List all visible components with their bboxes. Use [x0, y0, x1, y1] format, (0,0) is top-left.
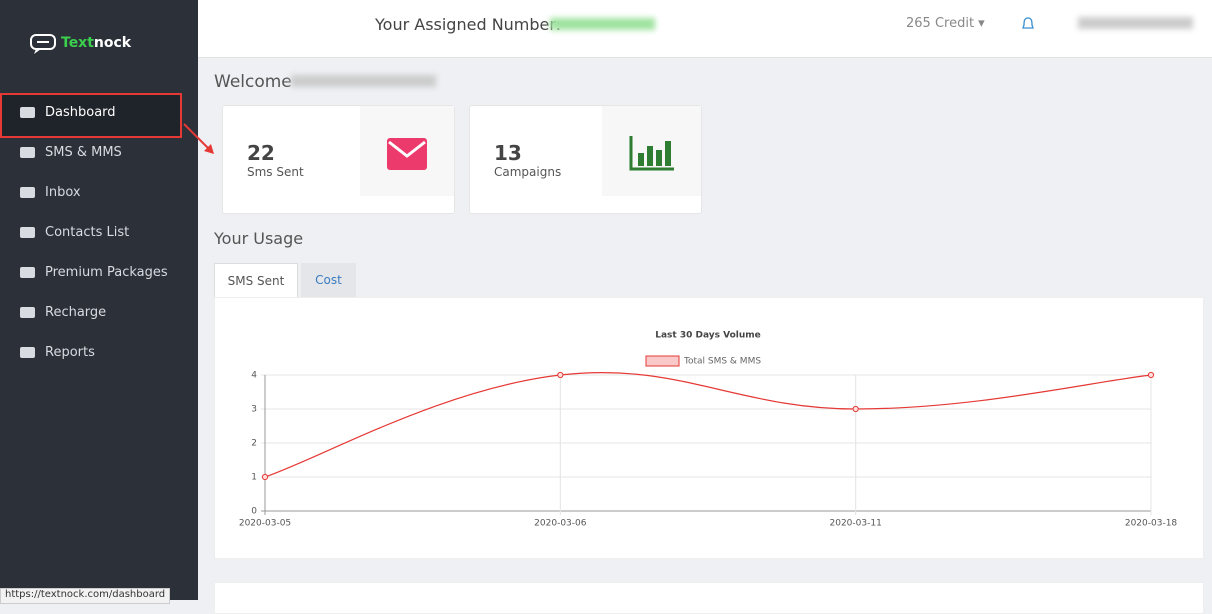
menu-item[interactable]: Reports — [45, 345, 95, 360]
line — [264, 371, 1152, 478]
stat-label: Sms Sent — [247, 165, 304, 179]
menu-icon — [20, 227, 35, 238]
mail-icon — [387, 138, 427, 170]
menu-icon — [20, 307, 35, 318]
chart-title: Last 30 Days Volume — [655, 331, 761, 341]
menu-icon — [20, 187, 35, 198]
bell-icon[interactable] — [1022, 17, 1034, 31]
x-tick-label: 2020-03-18 — [1125, 519, 1178, 529]
point — [261, 473, 269, 481]
x-tick-label: 2020-03-05 — [239, 519, 291, 529]
tab-active[interactable]: SMS Sent — [214, 263, 298, 299]
brand-text: Text — [61, 35, 94, 51]
menu-item[interactable]: Premium Packages — [45, 265, 168, 280]
assigned-number-blurred — [550, 18, 655, 30]
status-url: https://textnock.com/dashboard — [0, 588, 171, 604]
stat-value: 13 — [494, 141, 522, 165]
stat-value: 22 — [247, 141, 275, 165]
stat-card: 22 Sms Sent — [222, 105, 455, 214]
brand: Textnock — [61, 35, 131, 51]
active-highlight[interactable] — [0, 93, 182, 138]
annotation-arrow — [183, 123, 214, 154]
legend-swatch — [645, 355, 680, 367]
menu-icon — [20, 147, 35, 158]
point — [852, 405, 859, 413]
chart-icon — [629, 136, 674, 171]
menu-item[interactable]: Dashboard — [45, 105, 116, 120]
brand-nock: nock — [93, 35, 132, 51]
sidebar: Textnock — [0, 0, 198, 600]
header: Your Assigned Number: 265 Credit ▾ — [198, 0, 1212, 58]
assigned-label: Your Assigned Number: — [375, 15, 562, 34]
email-blurred[interactable] — [1078, 17, 1193, 29]
y-tick-label: 2 — [251, 439, 257, 449]
credit[interactable]: 265 Credit ▾ — [906, 16, 985, 31]
menu-icon — [20, 347, 35, 358]
y-tick-label: 0 — [251, 507, 257, 517]
point — [1147, 371, 1155, 379]
menu-item[interactable]: SMS & MMS — [45, 145, 122, 160]
chart: Last 30 Days Volume 0 1 2 3 4 2020-03-05 2020-… — [239, 331, 1178, 529]
usage-title: Your Usage — [214, 229, 304, 248]
y-tick-label: 4 — [251, 371, 257, 381]
menu-icon — [20, 107, 35, 118]
user-name-blurred — [291, 75, 436, 87]
legend-label: Total SMS & MMS — [683, 357, 761, 367]
menu-icon — [20, 267, 35, 278]
logo-icon — [30, 34, 56, 54]
credit-text: 265 Credit — [906, 16, 975, 31]
tab[interactable]: Cost — [301, 263, 356, 297]
menu-item[interactable]: Contacts List — [45, 225, 130, 240]
menu-item[interactable]: Inbox — [45, 185, 81, 200]
menu-item[interactable]: Recharge — [45, 305, 107, 320]
stat-label: Campaigns — [494, 165, 562, 179]
stat-card: 13 Campaigns — [469, 105, 702, 214]
x-tick-label: 2020-03-06 — [534, 519, 587, 529]
x-tick-label: 2020-03-11 — [830, 519, 882, 529]
welcome: Welcome — [214, 72, 292, 92]
point — [557, 371, 564, 379]
y-tick-label: 3 — [251, 405, 257, 415]
y-tick-label: 1 — [251, 473, 257, 483]
